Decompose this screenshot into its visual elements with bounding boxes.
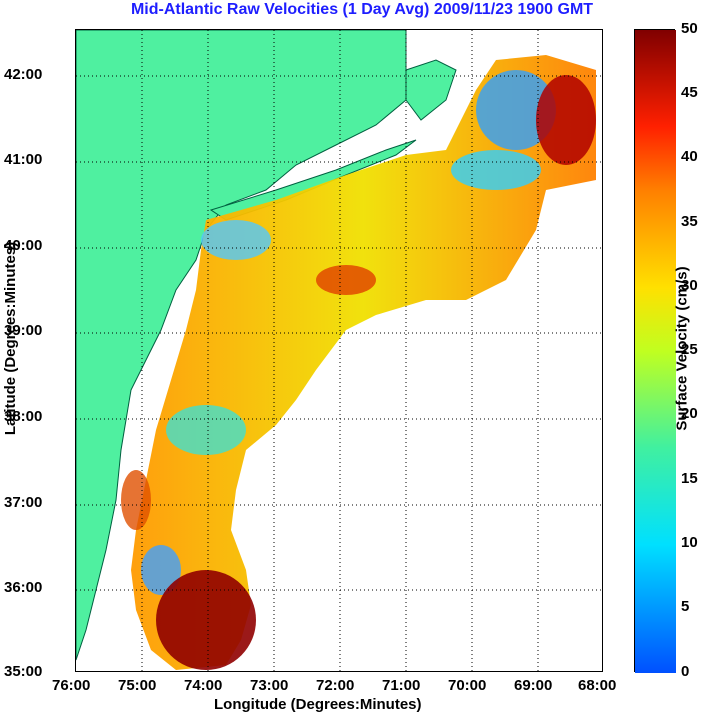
y-tick: 40:00 [4, 237, 43, 254]
colorbar-tick: 20 [681, 405, 698, 422]
colorbar-tick: 35 [681, 213, 698, 230]
colorbar-tick: 40 [681, 148, 698, 165]
x-tick: 68:00 [578, 677, 617, 694]
x-axis-title: Longitude (Degrees:Minutes) [214, 696, 422, 713]
grid-lines [76, 30, 602, 671]
x-tick: 74:00 [184, 677, 223, 694]
colorbar-tick: 45 [681, 84, 698, 101]
map-title: Mid-Atlantic Raw Velocities (1 Day Avg) … [130, 1, 594, 18]
velocity-field [131, 55, 596, 670]
x-tick: 72:00 [316, 677, 355, 694]
land-north [76, 30, 407, 661]
colorbar-tick: 10 [681, 534, 698, 551]
x-tick: 75:00 [118, 677, 157, 694]
y-tick: 36:00 [4, 579, 43, 596]
y-tick: 38:00 [4, 408, 43, 425]
colorbar-tick: 15 [681, 470, 698, 487]
colorbar-tick: 25 [681, 341, 698, 358]
colorbar-tick: 5 [681, 598, 690, 615]
colorbar-tick: 50 [681, 20, 698, 37]
colorbar-tick: 30 [681, 277, 698, 294]
x-tick: 71:00 [382, 677, 421, 694]
x-tick: 76:00 [52, 677, 91, 694]
velocity-map [76, 30, 602, 671]
x-tick: 69:00 [514, 677, 553, 694]
y-tick: 39:00 [4, 322, 43, 339]
cape-cod [405, 59, 457, 121]
colorbar [634, 29, 676, 673]
y-tick: 35:00 [4, 663, 43, 680]
colorbar-title: Surface Velocity (cm/s) [673, 266, 691, 431]
map-plot-area[interactable] [75, 29, 603, 672]
y-tick: 42:00 [4, 66, 43, 83]
y-axis-title: Latitude (Degrees:Minutes) [2, 241, 20, 436]
y-tick: 41:00 [4, 151, 43, 168]
colorbar-tick: 0 [681, 663, 690, 680]
x-tick: 73:00 [250, 677, 289, 694]
y-tick: 37:00 [4, 494, 43, 511]
x-tick: 70:00 [448, 677, 487, 694]
